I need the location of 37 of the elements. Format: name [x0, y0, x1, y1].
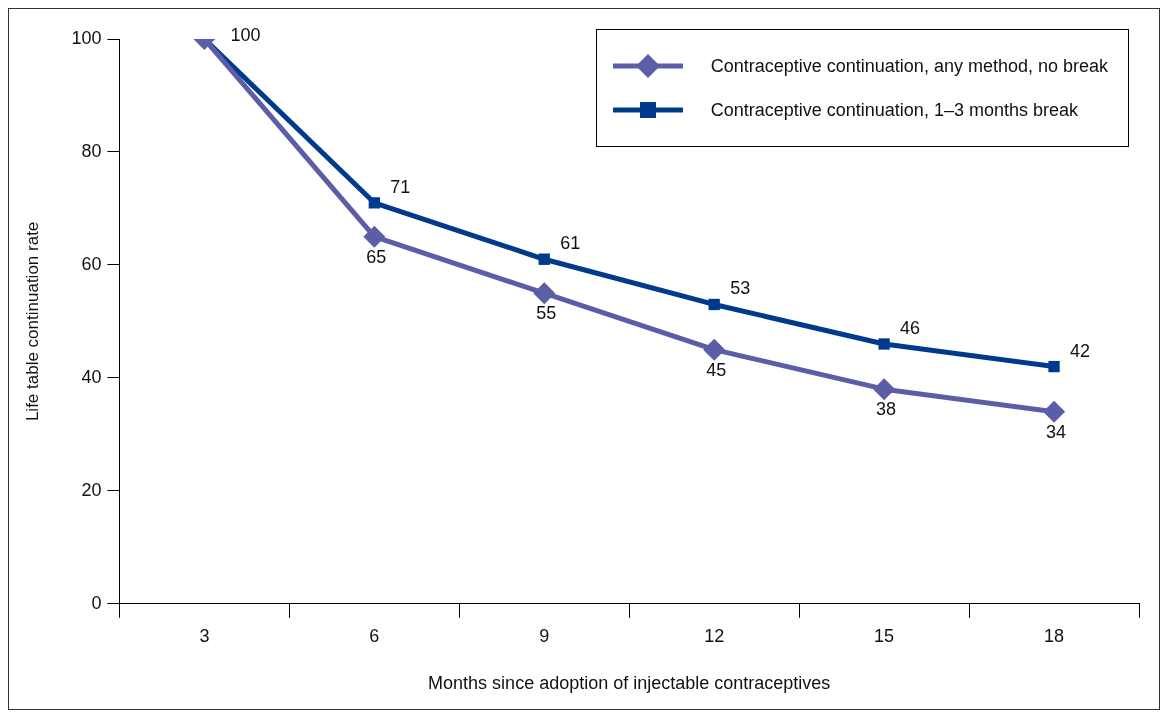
- point: [363, 225, 386, 248]
- x-tick-label: 6: [369, 625, 380, 646]
- point: [708, 298, 720, 311]
- x-tick-label: 3: [199, 625, 210, 646]
- x-axis-title: Months since adoption of injectable contraceptives: [428, 673, 831, 694]
- data-label: 45: [706, 359, 727, 380]
- point: [703, 338, 726, 361]
- data-label: 42: [1070, 340, 1091, 361]
- data-label: 61: [560, 233, 581, 254]
- y-axis-title: Life table continuation rate: [22, 221, 42, 422]
- y-tick-label: 40: [81, 366, 102, 387]
- y-tick-label: 100: [71, 27, 102, 48]
- y-tick-label: 80: [81, 140, 102, 161]
- legend-label: Contraceptive continuation, 1–3 months break: [710, 99, 1078, 121]
- data-label: 55: [536, 303, 557, 324]
- data-label: 65: [366, 246, 387, 267]
- y-tick-label: 20: [81, 479, 102, 500]
- point: [368, 197, 380, 209]
- y-tick-label: 0: [91, 592, 102, 613]
- point: [1043, 400, 1066, 423]
- x-tick-label: 18: [1044, 625, 1065, 646]
- x-tick-label: 9: [539, 625, 550, 646]
- x-tick-label: 15: [874, 625, 895, 646]
- point: [533, 282, 556, 305]
- x-tick-label: 12: [704, 625, 725, 646]
- point: [873, 378, 896, 401]
- data-label: 71: [390, 176, 411, 197]
- data-label: 53: [730, 278, 751, 299]
- point: [1048, 360, 1060, 373]
- data-label: 38: [876, 399, 897, 420]
- data-label: 100: [230, 24, 261, 45]
- point: [538, 253, 550, 265]
- data-label: 46: [900, 317, 921, 338]
- y-tick-label: 60: [81, 253, 102, 274]
- legend-label: Contraceptive continuation, any method, no break: [710, 55, 1108, 77]
- data-label: 34: [1046, 421, 1067, 442]
- point: [878, 338, 890, 350]
